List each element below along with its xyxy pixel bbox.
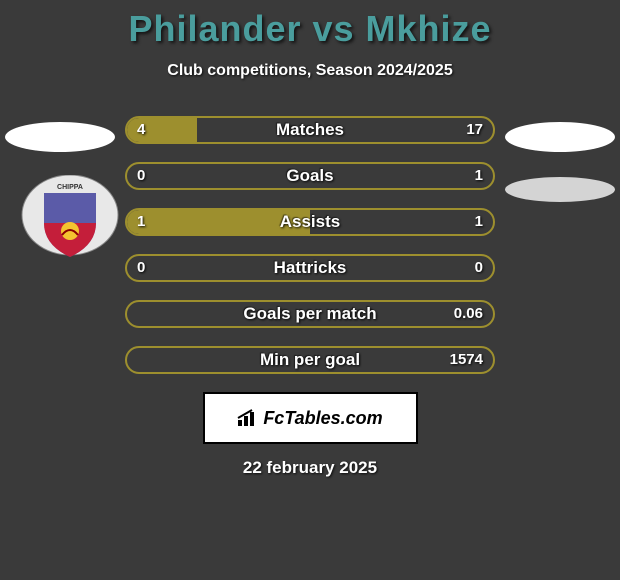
stat-value-right: 1	[475, 210, 483, 234]
stat-row: 4 Matches 17	[125, 116, 495, 144]
stat-row: 0 Goals 1	[125, 162, 495, 190]
subtitle: Club competitions, Season 2024/2025	[0, 62, 620, 80]
player1-logo-placeholder	[5, 122, 115, 152]
branding-text: FcTables.com	[263, 408, 382, 429]
chart-icon	[237, 409, 259, 427]
player2-logo-placeholder-1	[505, 122, 615, 152]
stat-label: Goals	[127, 164, 493, 188]
stat-row: 0 Hattricks 0	[125, 254, 495, 282]
stat-label: Hattricks	[127, 256, 493, 280]
club-badge: CHIPPA	[20, 175, 120, 265]
stat-value-right: 1	[475, 164, 483, 188]
svg-text:CHIPPA: CHIPPA	[57, 184, 83, 191]
stat-label: Matches	[127, 118, 493, 142]
branding-label: FcTables.com	[237, 408, 382, 429]
stat-value-right: 0.06	[454, 302, 483, 326]
stats-container: 4 Matches 17 0 Goals 1 1 Assists 1 0 Hat…	[125, 116, 495, 374]
stat-row: Min per goal 1574	[125, 346, 495, 374]
branding-box[interactable]: FcTables.com	[203, 392, 418, 444]
stat-label: Goals per match	[127, 302, 493, 326]
stat-row: 1 Assists 1	[125, 208, 495, 236]
footer-date: 22 february 2025	[0, 458, 620, 478]
stat-value-right: 17	[466, 118, 483, 142]
page-title: Philander vs Mkhize	[0, 0, 620, 50]
stat-row: Goals per match 0.06	[125, 300, 495, 328]
stat-value-right: 0	[475, 256, 483, 280]
player2-logo-placeholder-2	[505, 177, 615, 202]
stat-label: Min per goal	[127, 348, 493, 372]
stat-label: Assists	[127, 210, 493, 234]
shield-icon: CHIPPA	[20, 175, 120, 265]
stat-value-right: 1574	[450, 348, 483, 372]
